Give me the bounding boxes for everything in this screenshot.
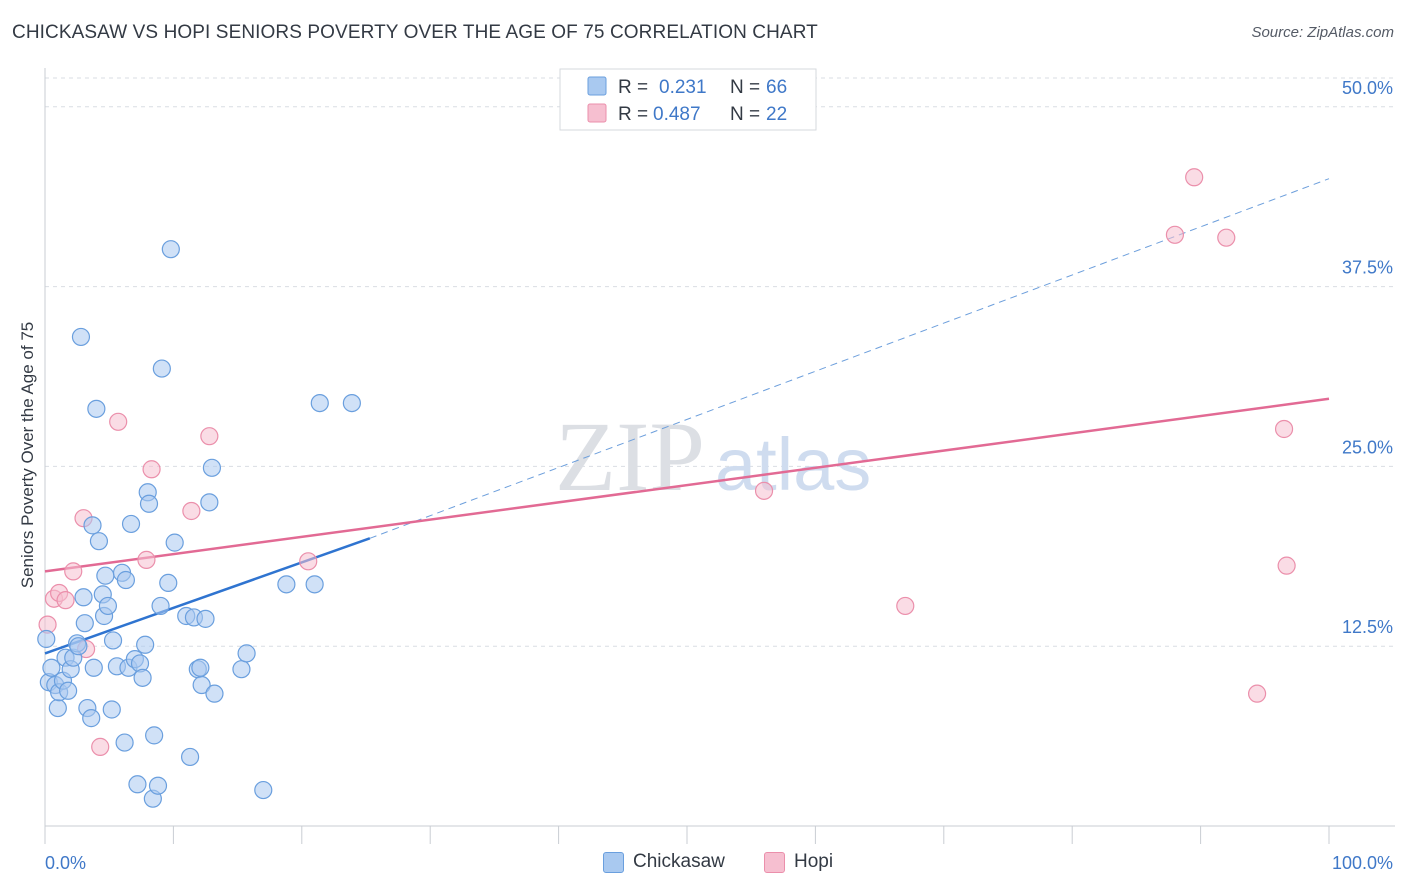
legend-swatch-hopi-bottom	[764, 851, 785, 873]
chickasaw-point[interactable]	[128, 775, 147, 794]
chickasaw-point[interactable]	[139, 494, 159, 513]
hopi-point[interactable]	[1217, 228, 1236, 247]
chickasaw-point[interactable]	[102, 700, 121, 719]
hopi-point[interactable]	[56, 591, 75, 610]
hopi-point[interactable]	[91, 737, 110, 756]
legend-swatch-chickasaw-bottom	[603, 851, 624, 873]
watermark-zip: ZIP	[555, 401, 705, 512]
chickasaw-point[interactable]	[237, 644, 256, 663]
chickasaw-point[interactable]	[159, 573, 178, 593]
hopi-point[interactable]	[200, 427, 219, 446]
chickasaw-point[interactable]	[202, 458, 222, 477]
hopi-point[interactable]	[1247, 684, 1267, 703]
hopi-point[interactable]	[1185, 168, 1204, 187]
chickasaw-point[interactable]	[87, 399, 106, 418]
legend-item-hopi[interactable]: Hopi	[764, 851, 833, 873]
legend-label-chickasaw: Chickasaw	[633, 851, 725, 872]
chickasaw-point[interactable]	[84, 658, 103, 677]
hopi-point[interactable]	[896, 596, 915, 616]
chickasaw-point[interactable]	[115, 733, 134, 752]
legend-swatch-hopi	[587, 103, 607, 123]
chickasaw-point[interactable]	[254, 780, 273, 800]
x-tick-label: 100.0%	[1332, 853, 1393, 873]
chickasaw-point[interactable]	[161, 240, 180, 259]
chickasaw-point[interactable]	[192, 675, 211, 695]
x-tick-label: 0.0%	[45, 853, 86, 873]
hopi-point[interactable]	[299, 552, 318, 571]
chickasaw-point[interactable]	[89, 532, 109, 551]
chickasaw-point[interactable]	[69, 637, 88, 656]
hopi-point[interactable]	[1274, 419, 1294, 439]
y-tick-label: 37.5%	[1342, 258, 1393, 278]
chickasaw-point[interactable]	[82, 709, 101, 728]
chickasaw-point[interactable]	[121, 514, 141, 534]
chickasaw-point[interactable]	[59, 681, 78, 700]
chickasaw-point[interactable]	[277, 575, 296, 594]
legend-r-value-chickasaw: 0.231	[659, 77, 707, 98]
legend-r-label-chickasaw: R =	[618, 77, 648, 98]
y-tick-labels: 12.5% 25.0% 37.5% 50.0%	[1342, 78, 1393, 637]
chickasaw-point[interactable]	[98, 596, 118, 616]
chickasaw-point[interactable]	[83, 516, 102, 535]
chickasaw-point[interactable]	[165, 533, 184, 552]
chickasaw-point[interactable]	[205, 684, 224, 703]
chickasaw-point[interactable]	[305, 575, 324, 594]
chickasaw-point[interactable]	[37, 629, 56, 649]
hopi-point[interactable]	[64, 562, 83, 581]
chickasaw-point[interactable]	[152, 359, 171, 378]
axes	[44, 68, 1395, 844]
legend-n-label-chickasaw: N =	[730, 77, 760, 98]
chickasaw-point[interactable]	[136, 635, 155, 654]
chickasaw-point[interactable]	[196, 609, 215, 628]
chickasaw-point[interactable]	[103, 631, 123, 650]
chickasaw-point[interactable]	[133, 668, 152, 687]
chart-title: CHICKASAW VS HOPI SENIORS POVERTY OVER T…	[12, 22, 818, 43]
x-tick-labels: 0.0% 100.0%	[45, 853, 1393, 873]
hopi-point[interactable]	[182, 501, 201, 521]
series-legend: Chickasaw Hopi	[0, 851, 1406, 879]
hopi-point[interactable]	[137, 550, 156, 569]
hopi-point[interactable]	[754, 481, 774, 500]
chickasaw-point[interactable]	[151, 596, 170, 616]
source-label: Source: ZipAtlas.com	[1251, 24, 1394, 41]
chickasaw-point[interactable]	[310, 393, 329, 413]
chickasaw-point[interactable]	[75, 614, 94, 633]
chickasaw-point[interactable]	[148, 776, 168, 795]
chickasaw-point[interactable]	[96, 566, 115, 585]
hopi-point[interactable]	[1277, 556, 1296, 575]
hopi-point[interactable]	[142, 460, 161, 479]
chickasaw-point[interactable]	[180, 747, 200, 767]
chickasaw-trend-line	[44, 537, 371, 655]
hopi-point[interactable]	[109, 412, 128, 431]
y-tick-label: 25.0%	[1342, 437, 1393, 457]
hopi-point[interactable]	[1165, 225, 1185, 244]
legend-n-value-hopi: 22	[766, 104, 787, 125]
legend-r-label-hopi: R =	[618, 104, 648, 125]
chickasaw-points	[37, 240, 361, 808]
chickasaw-point[interactable]	[116, 570, 135, 590]
legend-swatch-chickasaw	[587, 76, 607, 96]
chickasaw-point[interactable]	[42, 658, 61, 677]
chickasaw-point[interactable]	[71, 327, 91, 347]
chickasaw-point[interactable]	[191, 658, 210, 677]
chickasaw-point[interactable]	[232, 660, 251, 679]
chickasaw-point[interactable]	[200, 493, 219, 512]
gridlines	[45, 77, 1395, 647]
legend-n-value-chickasaw: 66	[766, 77, 787, 98]
legend-n-label-hopi: N =	[730, 104, 760, 125]
y-tick-label: 12.5%	[1342, 617, 1393, 637]
chickasaw-point[interactable]	[342, 393, 361, 413]
legend-item-chickasaw[interactable]: Chickasaw	[603, 851, 725, 873]
chickasaw-point[interactable]	[74, 588, 93, 607]
hopi-trend-line	[44, 397, 1330, 573]
legend-r-value-hopi: 0.487	[653, 104, 701, 125]
legend-label-hopi: Hopi	[794, 851, 834, 872]
y-tick-label: 50.0%	[1342, 78, 1393, 98]
stats-legend: R = 0.231 N = 66 R = 0.487 N = 22	[559, 68, 817, 131]
y-axis-label: Seniors Poverty Over the Age of 75	[18, 322, 37, 588]
chickasaw-point[interactable]	[145, 726, 164, 745]
chickasaw-point[interactable]	[48, 698, 67, 718]
